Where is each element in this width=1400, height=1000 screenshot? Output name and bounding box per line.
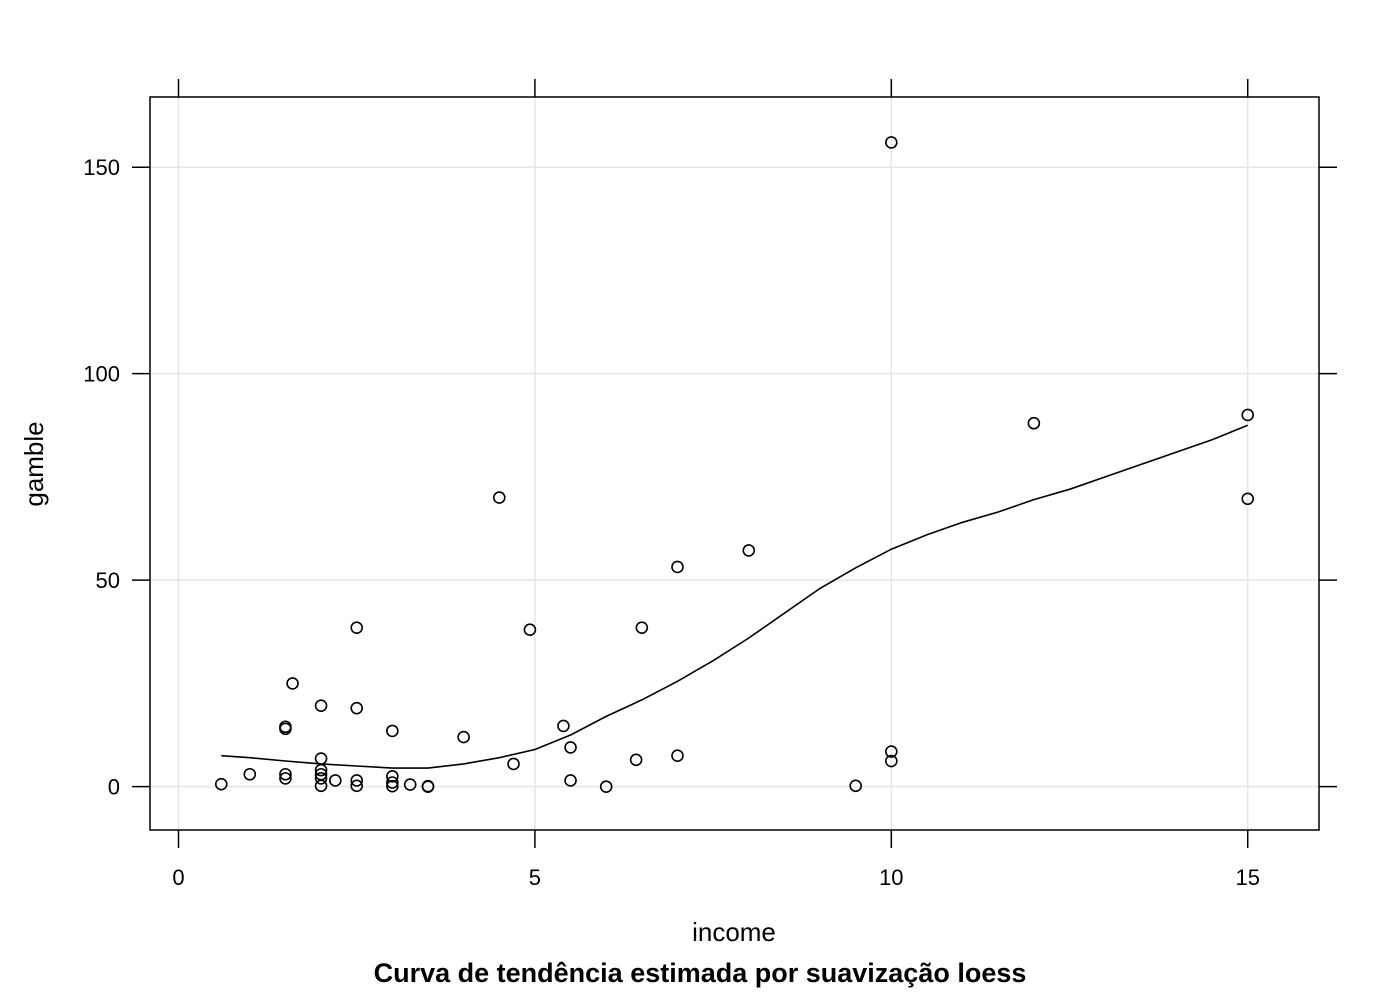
data-point xyxy=(421,780,435,793)
data-point xyxy=(314,763,328,777)
y-tick-label: 100 xyxy=(83,362,120,387)
data-point xyxy=(243,767,257,781)
y-tick-label: 150 xyxy=(83,155,120,180)
data-point xyxy=(1241,408,1255,422)
data-point xyxy=(386,776,399,789)
plot-frame xyxy=(149,96,1320,831)
data-point xyxy=(214,777,228,791)
x-axis-title: income xyxy=(692,917,776,947)
data-point xyxy=(386,724,399,738)
y-tick-label: 0 xyxy=(108,775,120,800)
data-point xyxy=(386,770,399,783)
x-tick-label: 10 xyxy=(879,865,903,890)
x-tick-label: 15 xyxy=(1235,865,1259,890)
data-point xyxy=(557,719,570,733)
data-point xyxy=(314,752,328,765)
data-point xyxy=(329,774,342,787)
data-point xyxy=(635,621,649,634)
data-point xyxy=(523,623,537,637)
loess-trend-line xyxy=(221,424,1249,769)
x-tick-label: 5 xyxy=(529,865,541,890)
data-point xyxy=(492,491,506,504)
x-tick-label: 0 xyxy=(172,865,184,890)
data-point xyxy=(629,753,643,767)
data-point xyxy=(279,722,292,736)
data-point xyxy=(885,745,898,758)
data-point xyxy=(279,767,292,781)
data-point xyxy=(350,779,364,793)
data-point xyxy=(279,772,292,785)
data-point xyxy=(386,779,399,793)
data-point xyxy=(286,677,299,690)
data-point xyxy=(507,757,520,771)
data-point xyxy=(671,749,684,762)
data-points xyxy=(214,136,1255,793)
y-tick-label: 50 xyxy=(96,568,120,593)
data-point xyxy=(885,136,898,149)
data-point xyxy=(314,779,328,793)
data-point xyxy=(742,544,756,557)
data-point xyxy=(849,779,862,793)
data-point xyxy=(885,754,898,768)
data-point xyxy=(350,774,364,787)
data-point xyxy=(457,730,470,744)
data-point xyxy=(599,780,613,793)
data-point xyxy=(1241,492,1255,506)
data-point xyxy=(564,741,577,754)
chart-subtitle: Curva de tendência estimada por suavizaç… xyxy=(374,958,1027,988)
axis-ticks xyxy=(132,79,1337,848)
data-point xyxy=(671,560,684,574)
data-point xyxy=(403,778,417,791)
data-point xyxy=(350,621,364,634)
data-point xyxy=(1027,416,1041,430)
data-point xyxy=(350,701,364,715)
data-point xyxy=(564,774,577,787)
data-point xyxy=(314,772,328,785)
grid-lines xyxy=(150,97,1319,830)
y-axis-title: gamble xyxy=(19,421,49,506)
data-point xyxy=(314,699,328,712)
